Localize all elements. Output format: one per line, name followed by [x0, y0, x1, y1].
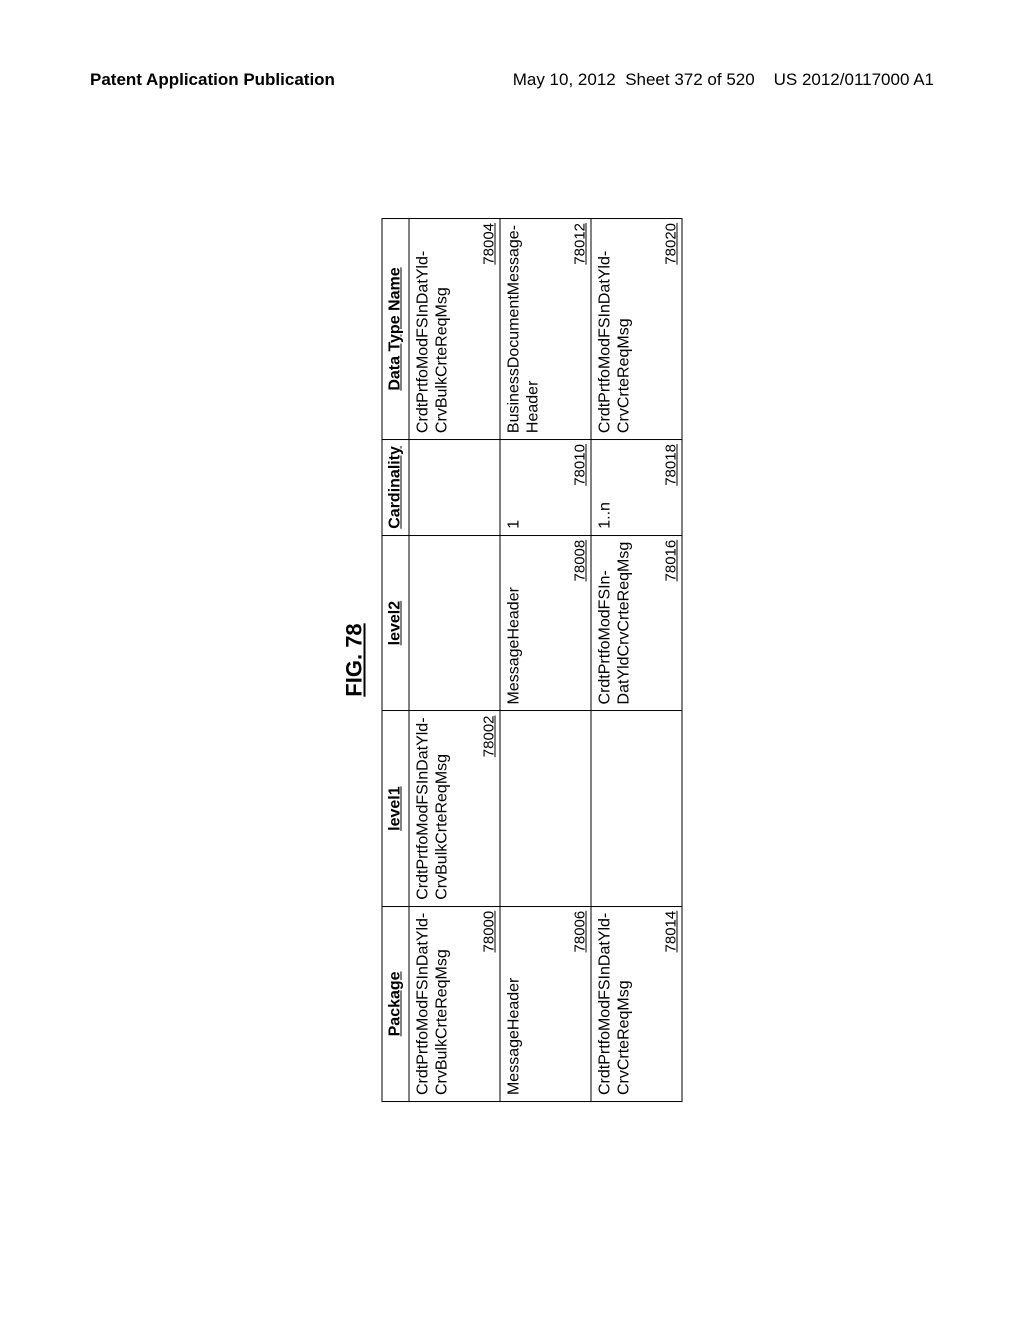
page-header: Patent Application Publication May 10, 2…	[0, 70, 1024, 90]
cell-text: MessageHeader	[505, 913, 524, 1095]
cell-datatype: CrdtPrtfoModFSInDatYld-CrvBulkCrteReqMsg…	[410, 219, 500, 439]
cell-package: CrdtPrtfoModFSInDatYld-CrvBulkCrteReqMsg…	[410, 907, 500, 1101]
cell-ref: 78010	[572, 444, 589, 486]
cell-ref: 78012	[572, 223, 589, 265]
sheet-number: Sheet 372 of 520	[625, 70, 755, 89]
cell-cardinality: 1 78010	[501, 440, 591, 535]
cell-ref: 78008	[572, 540, 589, 582]
cell-ref: 78006	[572, 911, 589, 953]
cell-ref: 78014	[663, 911, 680, 953]
publication-label: Patent Application Publication	[90, 70, 335, 90]
figure-78: FIG. 78 Package level1 level2 Cardinalit…	[342, 218, 683, 1102]
cell-text: 1..n	[596, 446, 615, 529]
figure-table: Package level1 level2 Cardinality Data T…	[382, 218, 683, 1102]
publication-meta: May 10, 2012 Sheet 372 of 520 US 2012/01…	[513, 70, 934, 90]
col-package: Package	[382, 906, 409, 1101]
table-row: CrdtPrtfoModFSInDatYld-CrvCrteReqMsg 780…	[591, 218, 682, 1101]
cell-text: CrdtPrtfoModFSInDatYld-CrvCrteReqMsg	[596, 913, 634, 1095]
cell-level1	[592, 711, 682, 905]
cell-ref: 78002	[481, 715, 498, 757]
cell-ref: 78000	[481, 911, 498, 953]
cell-datatype: CrdtPrtfoModFSInDatYld-CrvCrteReqMsg 780…	[592, 219, 682, 439]
cell-level2: MessageHeader 78008	[501, 536, 591, 711]
cell-ref: 78004	[481, 223, 498, 265]
table-row: MessageHeader 78006 MessageHeader 78008 …	[500, 218, 591, 1101]
cell-package: MessageHeader 78006	[501, 907, 591, 1101]
col-level2: level2	[382, 535, 409, 711]
cell-text: CrdtPrtfoModFSIn-DatYldCrvCrteReqMsg	[596, 542, 634, 705]
table-body: CrdtPrtfoModFSInDatYld-CrvBulkCrteReqMsg…	[409, 218, 682, 1101]
pub-date: May 10, 2012	[513, 70, 616, 89]
cell-level2: CrdtPrtfoModFSIn-DatYldCrvCrteReqMsg 780…	[592, 536, 682, 711]
table-row: CrdtPrtfoModFSInDatYld-CrvBulkCrteReqMsg…	[409, 218, 500, 1101]
cell-level1: CrdtPrtfoModFSInDatYld-CrvBulkCrteReqMsg…	[410, 711, 500, 905]
cell-level2	[410, 536, 500, 711]
cell-text: BusinessDocumentMessage-Header	[505, 225, 543, 433]
cell-ref: 78018	[663, 444, 680, 486]
col-level1: level1	[382, 711, 409, 906]
cell-text: CrdtPrtfoModFSInDatYld-CrvBulkCrteReqMsg	[414, 225, 452, 433]
cell-text: CrdtPrtfoModFSInDatYld-CrvBulkCrteReqMsg	[414, 913, 452, 1095]
cell-text: 1	[505, 446, 524, 529]
cell-text: CrdtPrtfoModFSInDatYld-CrvCrteReqMsg	[596, 225, 634, 433]
pub-number: US 2012/0117000 A1	[774, 70, 934, 89]
col-cardinality: Cardinality	[382, 440, 409, 536]
cell-cardinality: 1..n 78018	[592, 440, 682, 535]
table-header-row: Package level1 level2 Cardinality Data T…	[382, 218, 409, 1101]
cell-datatype: BusinessDocumentMessage-Header 78012	[501, 219, 591, 439]
cell-level1	[501, 711, 591, 905]
cell-ref: 78016	[663, 540, 680, 582]
cell-package: CrdtPrtfoModFSInDatYld-CrvCrteReqMsg 780…	[592, 907, 682, 1101]
cell-ref: 78020	[663, 223, 680, 265]
figure-title: FIG. 78	[342, 218, 368, 1102]
cell-text: CrdtPrtfoModFSInDatYld-CrvBulkCrteReqMsg	[414, 717, 452, 899]
cell-text: MessageHeader	[505, 542, 524, 705]
col-datatype-name: Data Type Name	[382, 218, 409, 439]
cell-cardinality	[410, 440, 500, 535]
